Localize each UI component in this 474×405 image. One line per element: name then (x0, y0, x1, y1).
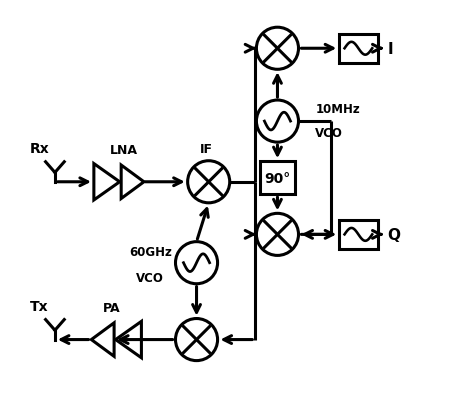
Text: I: I (388, 42, 393, 57)
Bar (339, 34, 378, 64)
Polygon shape (94, 164, 119, 200)
Polygon shape (91, 323, 114, 356)
Text: IF: IF (200, 143, 213, 156)
Text: LNA: LNA (109, 144, 138, 157)
Polygon shape (121, 166, 144, 199)
Bar (260, 162, 295, 195)
Text: VCO: VCO (137, 271, 164, 284)
Text: Q: Q (388, 227, 401, 242)
Circle shape (188, 161, 230, 203)
Text: PA: PA (103, 301, 120, 314)
Text: VCO: VCO (315, 127, 343, 140)
Circle shape (175, 319, 218, 361)
Text: Tx: Tx (30, 299, 49, 313)
Circle shape (175, 242, 218, 284)
Text: 90°: 90° (264, 171, 291, 185)
Circle shape (256, 28, 299, 70)
Bar (339, 220, 378, 249)
Circle shape (256, 101, 299, 143)
Text: 60GHz: 60GHz (129, 245, 172, 258)
Text: Rx: Rx (30, 142, 49, 156)
Polygon shape (116, 322, 141, 358)
Text: 10MHz: 10MHz (315, 103, 360, 116)
Circle shape (256, 214, 299, 256)
